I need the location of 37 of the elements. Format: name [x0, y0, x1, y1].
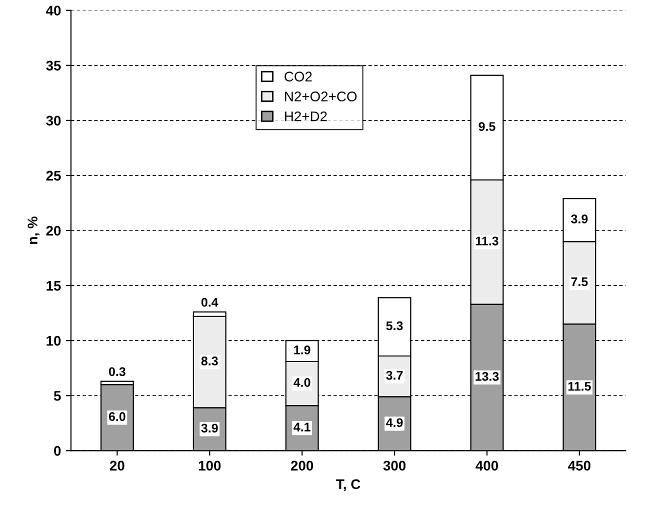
data-label: 6.0	[108, 412, 126, 421]
data-label: 3.9	[571, 214, 588, 224]
x-tick-label: 400	[476, 460, 498, 471]
data-label: 8.3	[201, 356, 218, 366]
y-tick-label: 15	[46, 281, 61, 291]
data-label: 3.7	[386, 370, 403, 380]
data-label: 13.3	[476, 372, 499, 381]
data-label: 0.3	[108, 367, 126, 376]
data-label: 9.5	[478, 122, 496, 131]
y-tick-label: 40	[46, 6, 61, 16]
x-tick-label: 450	[568, 460, 590, 471]
data-label: 7.5	[571, 277, 588, 286]
y-tick-label: 30	[46, 116, 61, 126]
data-label: 3.9	[201, 424, 218, 433]
y-tick-label: 0	[54, 446, 61, 456]
x-axis-title: T, C	[336, 479, 360, 492]
legend-label: H2+D2	[285, 111, 327, 122]
data-label: 5.3	[386, 321, 403, 330]
x-tick-label: 100	[198, 460, 221, 471]
data-label: 0.4	[201, 298, 218, 307]
y-tick-label: 20	[46, 226, 61, 236]
y-tick-label: 10	[46, 336, 61, 346]
x-tick-label: 20	[110, 460, 124, 471]
legend-label: N2+O2+CO	[285, 92, 357, 102]
data-label: 4.9	[386, 418, 403, 428]
data-label: 4.1	[294, 422, 310, 432]
data-label: 1.9	[294, 346, 310, 354]
legend-label: CO2	[284, 72, 312, 82]
x-tick-label: 200	[290, 460, 314, 471]
y-tick-label: 25	[46, 170, 61, 181]
y-tick-label: 5	[54, 391, 61, 401]
data-label: 11.5	[568, 382, 591, 391]
data-label: 4.0	[294, 378, 310, 387]
data-label: 11.3	[476, 236, 498, 246]
y-axis-title: n, %	[28, 216, 40, 244]
y-tick-label: 35	[46, 60, 61, 71]
x-tick-label: 300	[383, 460, 406, 471]
